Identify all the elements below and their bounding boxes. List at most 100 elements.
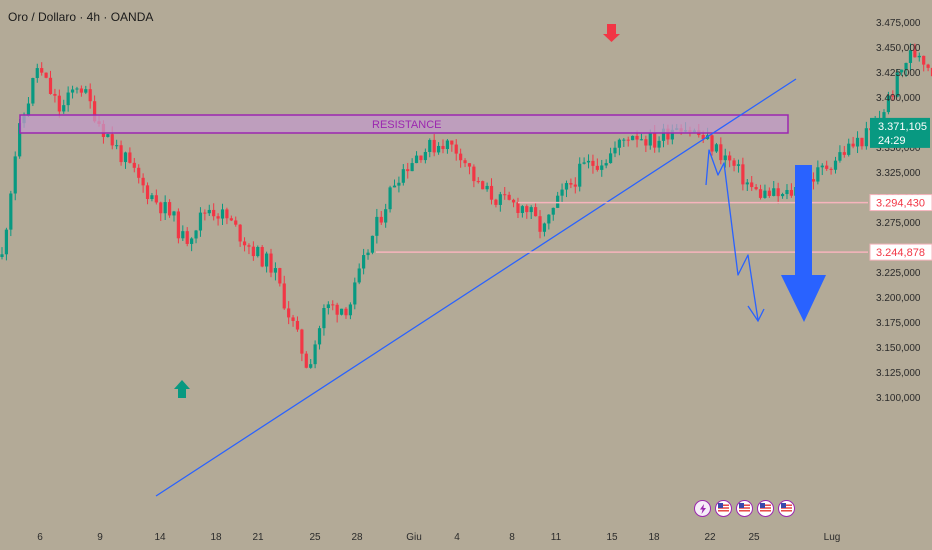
- candle-body[interactable]: [529, 207, 533, 213]
- candle-body[interactable]: [392, 185, 397, 188]
- candle-body[interactable]: [304, 353, 308, 368]
- candle-body[interactable]: [9, 193, 13, 230]
- candle-body[interactable]: [317, 328, 322, 345]
- candle-body[interactable]: [820, 165, 824, 168]
- candle-body[interactable]: [613, 147, 617, 154]
- candle-body[interactable]: [670, 129, 674, 140]
- candle-body[interactable]: [723, 155, 727, 161]
- us-flag-icon[interactable]: [778, 500, 795, 517]
- candle-body[interactable]: [732, 160, 736, 166]
- candle-body[interactable]: [48, 77, 53, 94]
- candle-body[interactable]: [247, 245, 251, 247]
- candle-body[interactable]: [207, 209, 211, 214]
- candle-body[interactable]: [220, 209, 225, 219]
- candle-body[interactable]: [31, 78, 35, 104]
- candle-body[interactable]: [26, 103, 31, 117]
- candle-body[interactable]: [763, 190, 767, 198]
- candle-body[interactable]: [710, 135, 714, 152]
- candle-body[interactable]: [159, 202, 163, 214]
- candle-body[interactable]: [635, 135, 639, 140]
- candle-body[interactable]: [657, 140, 661, 148]
- candle-body[interactable]: [622, 139, 626, 141]
- candle-body[interactable]: [70, 89, 75, 93]
- candle-body[interactable]: [366, 252, 370, 256]
- candle-body[interactable]: [745, 182, 749, 185]
- candle-body[interactable]: [714, 144, 719, 152]
- candle-body[interactable]: [653, 132, 657, 148]
- candle-body[interactable]: [631, 135, 635, 141]
- candle-body[interactable]: [278, 268, 282, 284]
- candle-body[interactable]: [242, 241, 247, 246]
- candle-body[interactable]: [75, 88, 79, 90]
- candle-body[interactable]: [838, 152, 842, 161]
- candle-body[interactable]: [882, 112, 886, 119]
- candle-body[interactable]: [485, 185, 489, 190]
- candle-body[interactable]: [750, 182, 754, 188]
- candle-body[interactable]: [269, 253, 273, 273]
- candle-body[interactable]: [736, 164, 741, 166]
- candle-body[interactable]: [216, 216, 220, 219]
- candle-body[interactable]: [251, 246, 255, 257]
- candle-body[interactable]: [362, 255, 366, 269]
- candle-body[interactable]: [198, 212, 203, 231]
- candle-body[interactable]: [410, 163, 414, 172]
- candle-body[interactable]: [13, 156, 17, 194]
- candle-body[interactable]: [507, 194, 511, 200]
- candle-body[interactable]: [776, 188, 780, 197]
- candle-body[interactable]: [84, 89, 88, 93]
- us-flag-icon[interactable]: [757, 500, 774, 517]
- candle-body[interactable]: [833, 160, 838, 170]
- candle-body[interactable]: [847, 143, 851, 155]
- candle-body[interactable]: [348, 304, 352, 316]
- candle-body[interactable]: [463, 160, 467, 164]
- projection-path[interactable]: [705, 149, 759, 321]
- candle-body[interactable]: [534, 207, 538, 217]
- candle-body[interactable]: [300, 329, 304, 354]
- candle-body[interactable]: [335, 304, 339, 315]
- candle-body[interactable]: [511, 199, 516, 203]
- candle-body[interactable]: [754, 187, 758, 190]
- candle-body[interactable]: [53, 93, 57, 96]
- candle-body[interactable]: [309, 364, 313, 368]
- candle-body[interactable]: [4, 229, 9, 255]
- candle-body[interactable]: [194, 230, 198, 239]
- candle-body[interactable]: [176, 211, 180, 239]
- candle-body[interactable]: [516, 202, 520, 213]
- candle-body[interactable]: [498, 194, 502, 205]
- candle-body[interactable]: [922, 55, 926, 65]
- candle-body[interactable]: [604, 163, 608, 166]
- candle-body[interactable]: [472, 166, 476, 182]
- candle-body[interactable]: [273, 268, 278, 273]
- candle-body[interactable]: [494, 199, 498, 205]
- candle-body[interactable]: [582, 162, 586, 164]
- big-down-arrow-icon[interactable]: [781, 165, 826, 322]
- candle-body[interactable]: [600, 165, 604, 170]
- candle-body[interactable]: [816, 167, 820, 182]
- candle-body[interactable]: [40, 68, 44, 73]
- candle-body[interactable]: [454, 144, 458, 154]
- candle-body[interactable]: [18, 123, 22, 157]
- candle-body[interactable]: [855, 137, 860, 147]
- candle-body[interactable]: [313, 344, 317, 365]
- candle-body[interactable]: [825, 165, 829, 169]
- candle-body[interactable]: [154, 195, 158, 203]
- candle-body[interactable]: [384, 209, 388, 223]
- time-axis[interactable]: 6 9 14 18 21 25 28 Giu 4 8 11 15 18 22 25 Lug: [37, 532, 840, 543]
- candle-body[interactable]: [414, 155, 419, 164]
- candle-body[interactable]: [295, 320, 300, 330]
- candle-body[interactable]: [661, 128, 666, 141]
- candle-body[interactable]: [212, 209, 216, 217]
- candle-body[interactable]: [864, 128, 868, 147]
- candle-body[interactable]: [265, 253, 269, 267]
- candle-body[interactable]: [238, 224, 242, 242]
- candle-body[interactable]: [110, 134, 114, 146]
- flash-event-icon[interactable]: [694, 500, 711, 517]
- candle-body[interactable]: [767, 190, 771, 196]
- candle-body[interactable]: [370, 235, 375, 253]
- candle-body[interactable]: [388, 187, 392, 210]
- candle-body[interactable]: [62, 105, 66, 112]
- candle-body[interactable]: [229, 218, 233, 221]
- candle-body[interactable]: [785, 189, 789, 195]
- candle-body[interactable]: [564, 183, 569, 190]
